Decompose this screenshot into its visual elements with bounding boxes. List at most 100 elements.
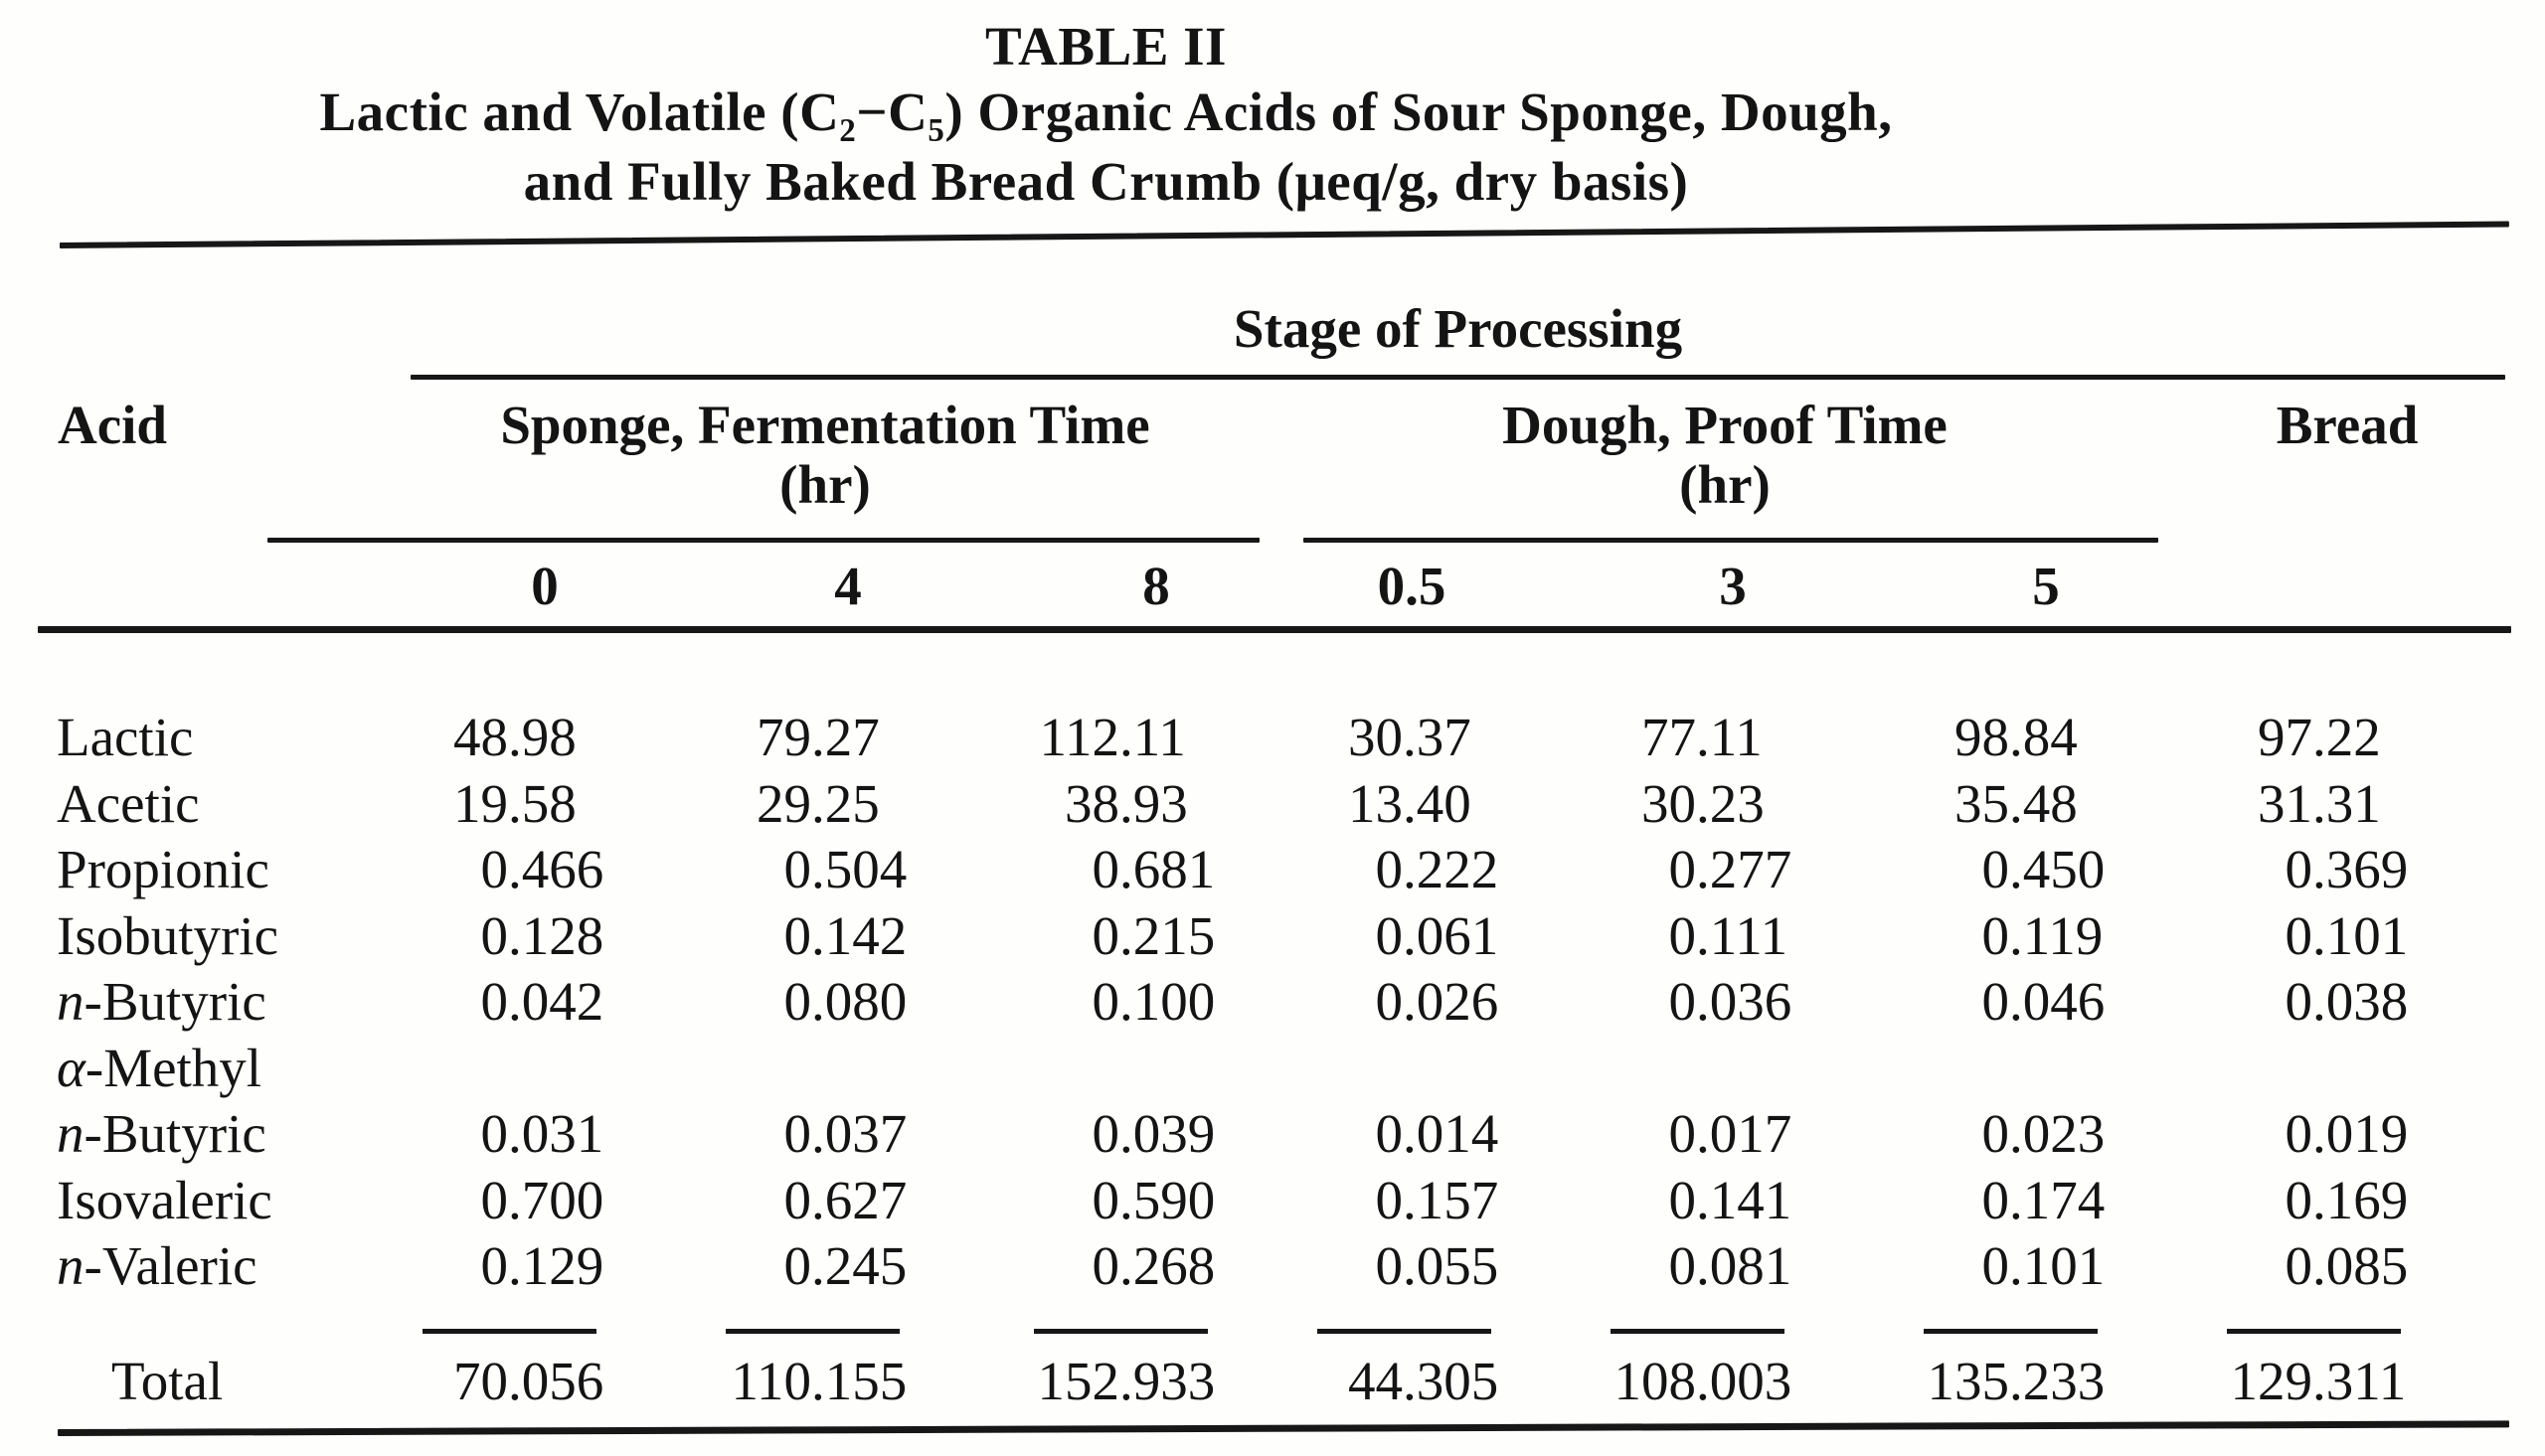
integer-part: 0 — [1092, 1103, 1120, 1164]
value-cell: 0.590 — [984, 1168, 1272, 1234]
table-row: n-Valeric 0.129 0.245 0.268 0.055 0.081 0.101 0… — [0, 1233, 2545, 1300]
fraction-part: .93 — [1119, 772, 1188, 834]
value-cell: 19.58 — [378, 771, 656, 838]
integer-part: 0 — [1092, 904, 1120, 966]
integer-part: 13 — [1348, 772, 1403, 834]
numeric-value: 0.026 — [1317, 969, 1506, 1036]
numeric-value: 0.222 — [1317, 837, 1506, 903]
value-cell: 98.84 — [1859, 705, 2177, 771]
fraction-part: .84 — [2009, 707, 2078, 767]
numeric-value: 152.933 — [1034, 1350, 1223, 1413]
fraction-part: .268 — [1119, 1235, 1216, 1296]
numeric-value: 0.042 — [423, 969, 611, 1036]
value-cell: 0.019 — [2177, 1101, 2465, 1168]
table-row: n-Butyric 0.042 0.080 0.100 0.026 0.036 0.046 0… — [0, 969, 2545, 1036]
numeric-value: 135.233 — [1924, 1350, 2113, 1413]
acid-label-italic-prefix: n — [57, 971, 85, 1032]
numeric-value: 0.111 — [1611, 903, 1799, 970]
column-header-row: Acid Sponge, Fermentation Time (hr) Doug… — [0, 396, 2545, 515]
numeric-value: 0.031 — [423, 1101, 611, 1168]
fraction-part: .129 — [508, 1235, 604, 1296]
sponge-group-rule — [267, 538, 1260, 543]
edge-spacer — [2465, 1036, 2545, 1102]
value-cell — [378, 1036, 656, 1102]
total-value-cell: 110.155 — [656, 1350, 984, 1413]
acid-label-text: -Methyl — [85, 1037, 262, 1098]
table-title-block: TABLE II Lactic and Volatile (C₂−C₅) Org… — [0, 0, 2212, 213]
integer-part: 0 — [2285, 1235, 2313, 1296]
value-cell: 0.037 — [656, 1101, 984, 1168]
overline-cell — [984, 1329, 1272, 1335]
fraction-part: .11 — [1119, 707, 1186, 767]
numeric-value: 0.019 — [2227, 1101, 2416, 1168]
total-row: Total 70.056 110.155 152.933 44.305 108.003 13… — [0, 1350, 2545, 1413]
fraction-part: .119 — [2009, 904, 2104, 966]
subheader-time: 0.5 — [1377, 556, 1446, 616]
fraction-part: .174 — [2009, 1169, 2106, 1230]
fraction-part: .23 — [1696, 772, 1765, 834]
value-cell: 79.27 — [656, 705, 984, 771]
integer-part: 0 — [480, 904, 509, 966]
value-cell: 0.031 — [378, 1101, 656, 1168]
fraction-part: .142 — [811, 904, 908, 966]
integer-part: 44 — [1348, 1351, 1403, 1411]
table-row: Isobutyric 0.128 0.142 0.215 0.061 0.111 0.119… — [0, 903, 2545, 970]
table-caption-line-1: Lactic and Volatile (C₂−C₅) Organic Acid… — [319, 81, 1893, 142]
acid-label: n-Valeric — [0, 1233, 378, 1300]
edge-spacer — [2465, 1101, 2545, 1168]
value-cell — [1551, 1036, 1859, 1102]
numeric-value: 0.100 — [1034, 969, 1223, 1036]
fraction-part: .37 — [1403, 707, 1471, 767]
integer-part: 77 — [1641, 707, 1696, 767]
numeric-value: 31.31 — [2227, 771, 2416, 838]
fraction-part: .233 — [2009, 1351, 2106, 1411]
value-cell: 0.085 — [2177, 1233, 2465, 1300]
edge-spacer — [2493, 549, 2545, 624]
subheader-time: 5 — [2032, 556, 2060, 616]
integer-part: 108 — [1613, 1351, 1697, 1411]
numeric-value: 0.085 — [2227, 1233, 2416, 1300]
integer-part: 0 — [480, 1169, 509, 1230]
numeric-value: 0.215 — [1034, 903, 1223, 970]
value-cell: 112.11 — [984, 705, 1272, 771]
integer-part: 79 — [757, 707, 811, 767]
acid-label-text: Propionic — [57, 839, 269, 899]
header-body-separator-rule — [38, 626, 2511, 633]
table-row: Propionic 0.466 0.504 0.681 0.222 0.277 0.450 0… — [0, 837, 2545, 903]
spanner-underline-rule — [411, 375, 2505, 380]
value-cell: 0.046 — [1859, 969, 2177, 1036]
integer-part: 0 — [480, 971, 509, 1032]
integer-part: 0 — [1668, 1103, 1697, 1164]
integer-part: 0 — [783, 839, 812, 899]
fraction-part: .100 — [1119, 971, 1216, 1032]
integer-part: 0 — [1668, 971, 1697, 1032]
total-value-cell: 135.233 — [1859, 1350, 2177, 1413]
numeric-value: 0.369 — [2227, 837, 2416, 903]
subheader-time: 8 — [1142, 556, 1170, 616]
value-cell: 0.014 — [1272, 1101, 1551, 1168]
acid-label-text: -Valeric — [84, 1235, 257, 1296]
fraction-part: .046 — [2009, 971, 2106, 1032]
table-row: α-Methyl — [0, 1036, 2545, 1102]
acid-label-italic-prefix: n — [57, 1103, 85, 1164]
fraction-part: .627 — [811, 1169, 908, 1230]
fraction-part: .141 — [1696, 1169, 1792, 1230]
value-cell: 0.245 — [656, 1233, 984, 1300]
fraction-part: .042 — [508, 971, 604, 1032]
value-cell: 29.25 — [656, 771, 984, 838]
sponge-group-unit: (hr) — [779, 454, 871, 515]
edge-spacer — [2465, 705, 2545, 771]
integer-part: 70 — [453, 1351, 508, 1411]
value-cell: 0.174 — [1859, 1168, 2177, 1234]
table-row: Isovaleric 0.700 0.627 0.590 0.157 0.141 0.174… — [0, 1168, 2545, 1234]
integer-part: 0 — [783, 1235, 812, 1296]
title-separator-rule — [59, 221, 2509, 248]
integer-part: 0 — [480, 1235, 509, 1296]
numeric-value: 112.11 — [1034, 705, 1223, 771]
numeric-value: 129.311 — [2227, 1350, 2416, 1413]
fraction-part: .277 — [1696, 839, 1792, 899]
fraction-part: .081 — [1696, 1235, 1792, 1296]
column-header-sponge-group: Sponge, Fermentation Time (hr) — [378, 396, 1272, 515]
value-cell: 97.22 — [2177, 705, 2465, 771]
integer-part: 0 — [1981, 1235, 2010, 1296]
